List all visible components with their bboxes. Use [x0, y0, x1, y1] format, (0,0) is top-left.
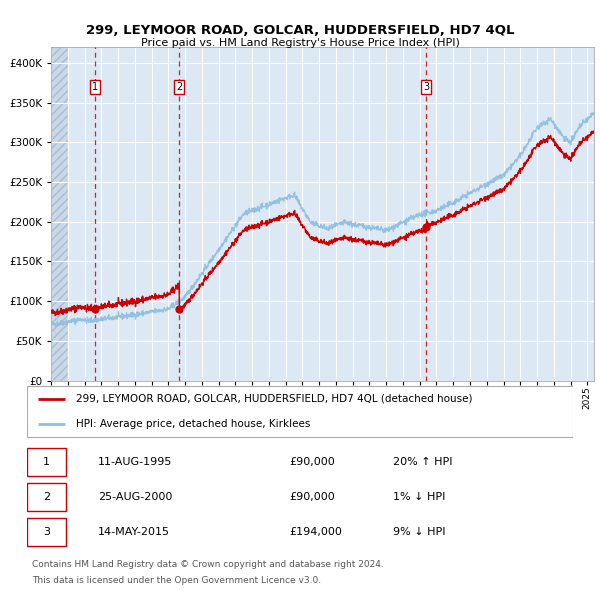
Text: This data is licensed under the Open Government Licence v3.0.: This data is licensed under the Open Gov… [32, 576, 322, 585]
Text: £90,000: £90,000 [289, 492, 335, 502]
Text: Contains HM Land Registry data © Crown copyright and database right 2024.: Contains HM Land Registry data © Crown c… [32, 560, 384, 569]
Text: 2: 2 [176, 82, 182, 92]
Text: 1% ↓ HPI: 1% ↓ HPI [393, 492, 445, 502]
Text: 2: 2 [43, 492, 50, 502]
Text: 3: 3 [43, 527, 50, 537]
Text: 3: 3 [423, 82, 429, 92]
Text: Price paid vs. HM Land Registry's House Price Index (HPI): Price paid vs. HM Land Registry's House … [140, 38, 460, 48]
Text: £90,000: £90,000 [289, 457, 335, 467]
Text: £194,000: £194,000 [289, 527, 342, 537]
Text: 299, LEYMOOR ROAD, GOLCAR, HUDDERSFIELD, HD7 4QL: 299, LEYMOOR ROAD, GOLCAR, HUDDERSFIELD,… [86, 24, 514, 37]
Text: 299, LEYMOOR ROAD, GOLCAR, HUDDERSFIELD, HD7 4QL (detached house): 299, LEYMOOR ROAD, GOLCAR, HUDDERSFIELD,… [76, 394, 473, 404]
Text: 1: 1 [43, 457, 50, 467]
Bar [27, 483, 67, 512]
Text: 1: 1 [92, 82, 98, 92]
Text: 14-MAY-2015: 14-MAY-2015 [98, 527, 170, 537]
Text: 20% ↑ HPI: 20% ↑ HPI [393, 457, 452, 467]
Text: 9% ↓ HPI: 9% ↓ HPI [393, 527, 445, 537]
Bar [27, 448, 67, 476]
Text: HPI: Average price, detached house, Kirklees: HPI: Average price, detached house, Kirk… [76, 419, 311, 430]
Text: 25-AUG-2000: 25-AUG-2000 [98, 492, 172, 502]
Bar [51, 47, 68, 381]
Text: 11-AUG-1995: 11-AUG-1995 [98, 457, 172, 467]
Bar [27, 518, 67, 546]
